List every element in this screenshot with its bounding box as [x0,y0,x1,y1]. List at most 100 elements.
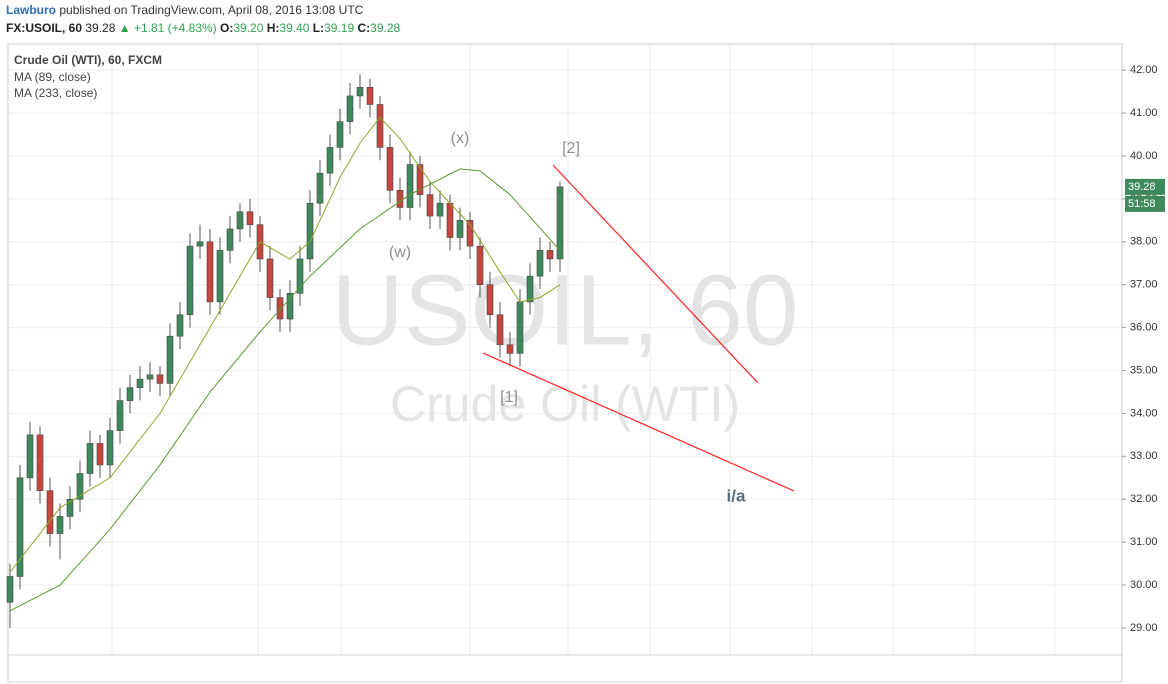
candle-body [106,430,114,466]
candle-body [206,241,214,303]
candle-body [556,186,564,260]
legend-entry: MA (233, close) [14,86,97,100]
ohlc-label: O: [220,21,234,35]
candle-body [446,202,454,238]
change: ▲ +1.81 (+4.83%) [118,21,217,35]
change-value: +1.81 (+4.83%) [133,21,217,35]
candle-body [386,147,394,191]
candle-body [286,292,294,320]
candle-body [456,220,464,238]
candle-body [116,400,124,431]
ohlc-value: 39.40 [279,21,310,35]
last-price-box [1125,178,1165,195]
y-tick-label: 32.00 [1130,493,1158,505]
ohlc-label: H: [266,21,280,35]
candle-body [376,104,384,148]
candle-body [56,516,64,534]
wave-label: (x) [451,130,470,147]
countdown-box [1125,195,1165,212]
trend-line [482,352,795,492]
candle-body [36,434,44,491]
ohlc-value: 39.28 [370,21,401,35]
candle-body [406,164,414,208]
ohlc-label: C: [357,21,371,35]
wave-label: [2] [562,140,580,157]
symbol: FX:USOIL, 60 [6,21,83,35]
candle-body [196,241,204,247]
y-tick-label: 29.00 [1130,622,1158,634]
watermark: USOIL, 60 [332,254,799,366]
candle-body [246,211,254,225]
y-tick-label: 35.00 [1130,364,1158,376]
candle-body [496,314,504,346]
candle-body [416,164,424,195]
candle-body [86,443,94,474]
ma-line [9,168,561,612]
y-tick-label: 40.00 [1130,150,1158,162]
y-tick-label: 38.00 [1130,236,1158,248]
candle-body [166,335,174,384]
y-tick-label: 36.00 [1130,322,1158,334]
ma-line [9,116,561,573]
candle-body [76,473,84,500]
last-price-label: 39.28 [1128,181,1156,193]
header-quote: FX:USOIL, 60 39.28 ▲ +1.81 (+4.83%) O:39… [6,21,400,35]
countdown: 51:58 [1128,198,1156,210]
trend-line [552,164,759,384]
time-axis [7,654,1123,683]
candle-body [296,258,304,294]
candle-body [396,190,404,208]
ohlc-value: 39.19 [324,21,355,35]
y-tick-label: 30.00 [1130,579,1158,591]
candle-body [326,147,334,174]
published: published on TradingView.com, April 08, … [59,3,364,17]
candle-body [336,121,344,148]
candle-body [156,374,164,384]
candle-body [546,250,554,260]
candle-body [96,443,104,466]
candle-body [126,387,134,401]
candle-body [516,301,524,354]
y-tick-label: 31.00 [1130,536,1158,548]
candle-body [6,576,14,603]
wave-label: [1] [500,389,518,406]
ohlc-label: L: [312,21,325,35]
candle-body [216,250,224,303]
candle-body [236,211,244,230]
candle-body [536,250,544,277]
y-tick-label: 33.00 [1130,450,1158,462]
wave-label: (w) [389,244,411,261]
candle-body [16,477,24,577]
ohlc-value: 39.20 [233,21,264,35]
header-publish: Lawburo published on TradingView.com, Ap… [6,3,363,17]
candle-body [146,374,154,380]
candle-body [526,275,534,303]
candle-body [466,220,474,247]
candle-body [476,245,484,286]
candle-body [486,284,494,316]
candle-body [186,245,194,316]
candle-body [226,228,234,251]
candle-body [356,87,364,97]
author[interactable]: Lawburo [6,3,56,17]
candle-body [176,314,184,337]
ohlc: O:39.20 H:39.40 L:39.19 C:39.28 [220,21,400,35]
candle-body [306,202,314,260]
y-tick-label: 37.00 [1130,279,1158,291]
y-tick-label: 34.00 [1130,407,1158,419]
candle-body [506,344,514,354]
candle-body [436,202,444,217]
candle-body [26,434,34,479]
y-tick-label: 41.00 [1130,107,1158,119]
candle-body [366,87,374,105]
watermark: Crude Oil (WTI) [390,376,740,432]
candle-body [316,172,324,204]
y-tick-label: 42.00 [1130,64,1158,76]
candle-body [46,490,54,534]
candle-body [66,498,74,517]
last: 39.28 [85,21,116,35]
legend-entry: MA (89, close) [14,70,91,84]
candle-body [426,194,434,217]
chart-title: Crude Oil (WTI), 60, FXCM [14,53,162,67]
